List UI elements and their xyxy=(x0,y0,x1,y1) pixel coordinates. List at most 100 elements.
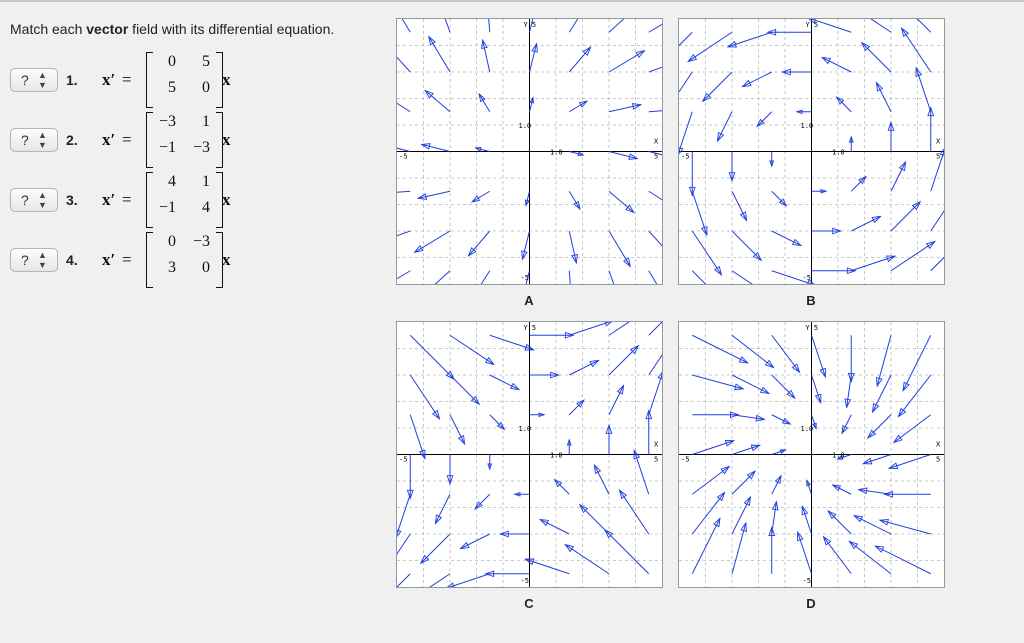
vector-arrow xyxy=(716,111,733,142)
vector-arrow xyxy=(771,449,786,455)
left-bracket xyxy=(146,232,153,288)
arrow-head xyxy=(713,517,721,528)
arrow-head xyxy=(746,470,757,480)
arrow-head xyxy=(582,46,592,56)
vector-arrow xyxy=(608,385,625,415)
arrow-head xyxy=(487,463,493,471)
arrow-head xyxy=(524,558,535,566)
arrow-head xyxy=(513,491,521,497)
vector-arrow xyxy=(648,270,682,325)
vector-arrow xyxy=(569,151,584,156)
arrow-head xyxy=(779,449,787,454)
vector-arrow xyxy=(648,53,699,73)
equation-lhs: x′ xyxy=(102,250,116,269)
x-max-label: 5 xyxy=(936,153,940,161)
vector-arrow xyxy=(428,36,451,73)
vector-arrow xyxy=(648,230,685,271)
matrix-entry: 5 xyxy=(202,53,210,70)
vector-arrow xyxy=(420,533,451,564)
arrow-head xyxy=(564,331,575,339)
arrow-head xyxy=(878,519,889,526)
vector-arrow xyxy=(568,230,577,264)
arrow-head xyxy=(726,40,738,48)
vector-arrow xyxy=(872,374,892,413)
vector-arrow xyxy=(677,111,693,156)
arrow-head xyxy=(778,198,788,207)
vector-arrow xyxy=(902,335,932,391)
matrix-entry: −1 xyxy=(158,139,176,156)
arrow-head xyxy=(418,449,426,460)
arrow-head xyxy=(566,438,572,446)
equals-sign: = xyxy=(122,130,132,149)
y-max-label: Y 5 xyxy=(806,324,819,332)
vector-field-panel-c: Y 5 -5 -5 5 X 1.0 1.0 xyxy=(365,290,694,619)
x-max-label: 5 xyxy=(654,456,658,464)
arrow-head xyxy=(470,195,481,203)
select-arrows-icon: ▲ ▼ xyxy=(38,250,47,270)
vector-arrow xyxy=(367,140,411,152)
vector-arrow xyxy=(568,100,588,113)
vector-arrow xyxy=(569,320,614,336)
vector-arrow xyxy=(832,484,852,495)
arrow-head xyxy=(806,479,811,487)
arrow-head xyxy=(927,106,935,117)
select-arrows-icon: ▲ ▼ xyxy=(38,70,47,90)
arrow-head xyxy=(578,100,589,108)
arrow-head xyxy=(819,367,826,379)
arrow-head xyxy=(743,495,752,507)
answer-select[interactable]: ? ▲ ▼ xyxy=(10,68,58,92)
arrow-head xyxy=(734,383,745,390)
matrix-entry: 0 xyxy=(202,259,210,276)
arrow-head xyxy=(871,215,882,224)
panel-label-a: A xyxy=(524,293,534,308)
vector-arrow xyxy=(608,345,639,376)
arrow-head xyxy=(538,412,546,418)
vector-arrow xyxy=(356,270,411,304)
right-bracket xyxy=(216,232,223,288)
vector-arrow xyxy=(554,479,570,495)
arrow-head xyxy=(875,81,884,92)
arrow-head xyxy=(603,528,614,539)
x-tick-label: 1.0 xyxy=(550,149,563,157)
vector-arrow xyxy=(648,31,693,77)
vector-arrow xyxy=(853,515,892,535)
arrow-head xyxy=(538,518,550,527)
vector-arrow xyxy=(863,454,892,465)
arrow-head xyxy=(457,434,466,446)
arrow-head xyxy=(484,356,495,366)
matrix-entry: −3 xyxy=(158,113,176,130)
vector-arrow xyxy=(771,230,802,247)
vector-arrow xyxy=(608,50,645,73)
arrow-head xyxy=(688,186,696,197)
y-max-label: Y 5 xyxy=(806,21,819,29)
vector-arrow xyxy=(691,492,725,535)
vector-arrow xyxy=(731,522,747,574)
vector-arrow xyxy=(821,56,852,73)
arrow-head xyxy=(564,543,575,553)
vector-arrow xyxy=(489,334,534,351)
vector-arrow xyxy=(875,545,931,575)
vector-arrow xyxy=(692,440,734,455)
vector-arrow xyxy=(827,510,852,535)
arrow-head xyxy=(756,118,765,128)
question-number: 4. xyxy=(66,252,78,268)
select-arrows-icon: ▲ ▼ xyxy=(38,190,47,210)
vector-arrow xyxy=(395,494,411,539)
matrix-entry: −3 xyxy=(192,139,210,156)
vector-arrow xyxy=(691,466,730,495)
answer-select[interactable]: ? ▲ ▼ xyxy=(10,128,58,152)
y-tick-label: 1.0 xyxy=(519,425,532,433)
vector-arrow xyxy=(915,67,932,112)
vector-arrow xyxy=(771,190,787,207)
arrow-head xyxy=(577,151,585,157)
vector-arrow xyxy=(608,0,646,33)
arrow-head xyxy=(470,395,481,406)
answer-select[interactable]: ? ▲ ▼ xyxy=(10,248,58,272)
arrow-head xyxy=(866,429,877,439)
vector-arrow xyxy=(424,90,451,113)
arrow-head xyxy=(467,247,477,257)
answer-select[interactable]: ? ▲ ▼ xyxy=(10,188,58,212)
arrow-head xyxy=(844,398,852,409)
arrow-head xyxy=(820,56,832,65)
arrow-head xyxy=(481,38,488,50)
